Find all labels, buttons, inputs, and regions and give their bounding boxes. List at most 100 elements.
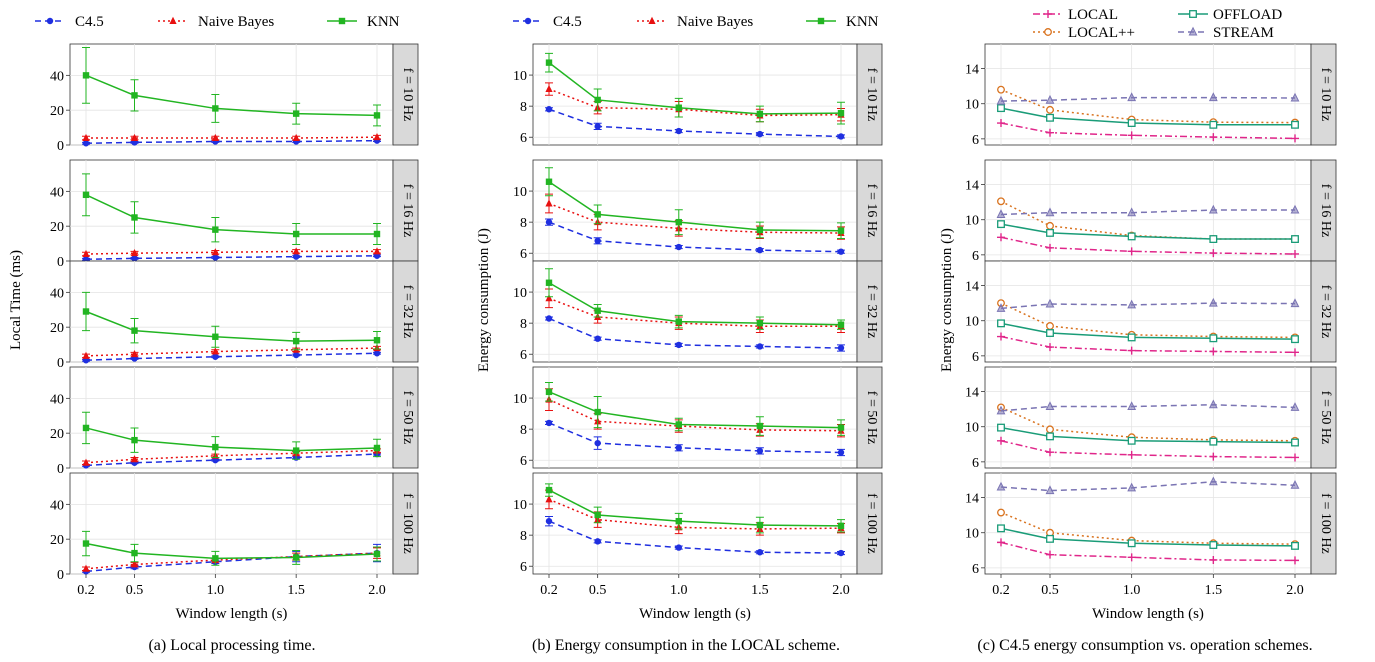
data-point — [1208, 297, 1218, 307]
data-point — [130, 248, 139, 257]
facet-panel — [532, 472, 858, 575]
data-point — [1046, 425, 1054, 434]
facet-label: f = 50 Hz — [864, 391, 879, 444]
facet-panel — [532, 43, 858, 146]
data-point — [1209, 120, 1218, 129]
data-point — [292, 230, 300, 238]
y-axis-label: Energy consumption (J) — [939, 228, 955, 372]
legend-marker — [46, 17, 54, 25]
y-axis-label: Energy consumption (J) — [476, 228, 492, 372]
series-knn — [82, 411, 381, 460]
data-point — [373, 550, 381, 558]
series-c4-5 — [545, 218, 845, 255]
facet: 6 8 10 f = 50 Hz — [513, 366, 883, 469]
facet-label: f = 100 Hz — [864, 493, 879, 553]
series-stream — [996, 399, 1300, 415]
data-point — [837, 522, 845, 530]
data-point — [1127, 482, 1137, 492]
legend-marker — [1189, 10, 1197, 18]
y-tick-label: 6 — [520, 454, 527, 469]
data-point — [837, 449, 845, 456]
data-point — [82, 72, 90, 79]
data-point — [997, 436, 1005, 445]
data-point — [373, 247, 381, 255]
series-knn — [545, 382, 845, 436]
data-point — [545, 495, 553, 503]
y-tick-label: 10 — [513, 392, 527, 407]
series-line — [85, 139, 378, 145]
facet: 0 20 40 f = 10 Hz — [50, 43, 419, 154]
data-point — [837, 344, 845, 352]
y-tick-label: 6 — [972, 562, 979, 577]
data-point — [1290, 204, 1300, 214]
data-point — [594, 408, 601, 416]
facet: 6 10 14 f = 32 Hz — [965, 260, 1337, 365]
y-tick-label: 10 — [513, 498, 527, 513]
data-point — [130, 349, 139, 358]
data-point — [545, 59, 553, 66]
data-point — [1046, 105, 1054, 114]
data-point — [131, 549, 138, 557]
data-point — [1127, 401, 1137, 411]
x-tick-label: 0.2 — [77, 583, 95, 598]
data-point — [756, 246, 764, 254]
x-tick-label: 1.5 — [751, 583, 769, 598]
data-point — [545, 84, 553, 93]
data-point — [837, 424, 845, 431]
data-point — [997, 423, 1005, 432]
data-point — [1291, 249, 1299, 258]
data-point — [545, 388, 553, 396]
caption-a: (a) Local processing time. — [148, 637, 315, 654]
data-point — [756, 549, 764, 556]
facet-label: f = 10 Hz — [864, 68, 879, 121]
series-knn — [82, 173, 381, 245]
legend-label: C4.5 — [553, 14, 582, 30]
y-tick-label: 8 — [520, 216, 527, 231]
legend-item: KNN — [327, 14, 400, 30]
facet-panel — [532, 366, 858, 469]
x-tick-label: 0.2 — [540, 583, 558, 598]
legend-label: OFFLOAD — [1213, 7, 1282, 23]
legend-marker — [524, 17, 532, 25]
series-line — [85, 352, 378, 362]
y-axis-label: Local Time (ms) — [8, 250, 24, 350]
data-point — [1045, 298, 1055, 308]
data-point — [292, 447, 300, 454]
y-tick-label: 10 — [965, 421, 979, 436]
facet-panel — [984, 260, 1312, 363]
data-point — [1291, 541, 1299, 550]
x-tick-label: 0.5 — [126, 583, 144, 598]
legend-label: STREAM — [1213, 25, 1274, 41]
data-point — [756, 110, 764, 118]
legend-item: LOCAL — [1033, 7, 1118, 23]
data-point — [1127, 247, 1136, 256]
data-point — [1127, 436, 1136, 445]
data-point — [373, 337, 381, 344]
data-point — [594, 96, 601, 104]
data-point — [130, 560, 139, 568]
legend-label: LOCAL — [1068, 7, 1118, 23]
data-point — [756, 521, 764, 529]
data-point — [1209, 347, 1218, 356]
data-point — [1046, 243, 1054, 252]
y-tick-label: 0 — [57, 139, 64, 154]
data-point — [997, 197, 1005, 206]
legend-item: LOCAL++ — [1033, 25, 1135, 41]
data-point — [1046, 228, 1054, 237]
legend-marker — [169, 16, 177, 24]
series-offload — [997, 524, 1299, 550]
y-tick-label: 40 — [50, 286, 64, 301]
facet-label: f = 100 Hz — [1318, 493, 1333, 553]
legend-marker — [338, 17, 346, 25]
data-point — [1208, 476, 1218, 486]
data-point — [545, 218, 553, 226]
data-point — [1291, 120, 1299, 129]
facet-label: f = 50 Hz — [400, 391, 415, 444]
facet-panel — [69, 260, 394, 363]
data-point — [545, 199, 553, 207]
series-knn — [545, 483, 845, 534]
data-point — [837, 321, 845, 328]
facet-panel — [984, 472, 1312, 575]
y-tick-label: 0 — [57, 568, 64, 583]
data-point — [1208, 92, 1218, 102]
